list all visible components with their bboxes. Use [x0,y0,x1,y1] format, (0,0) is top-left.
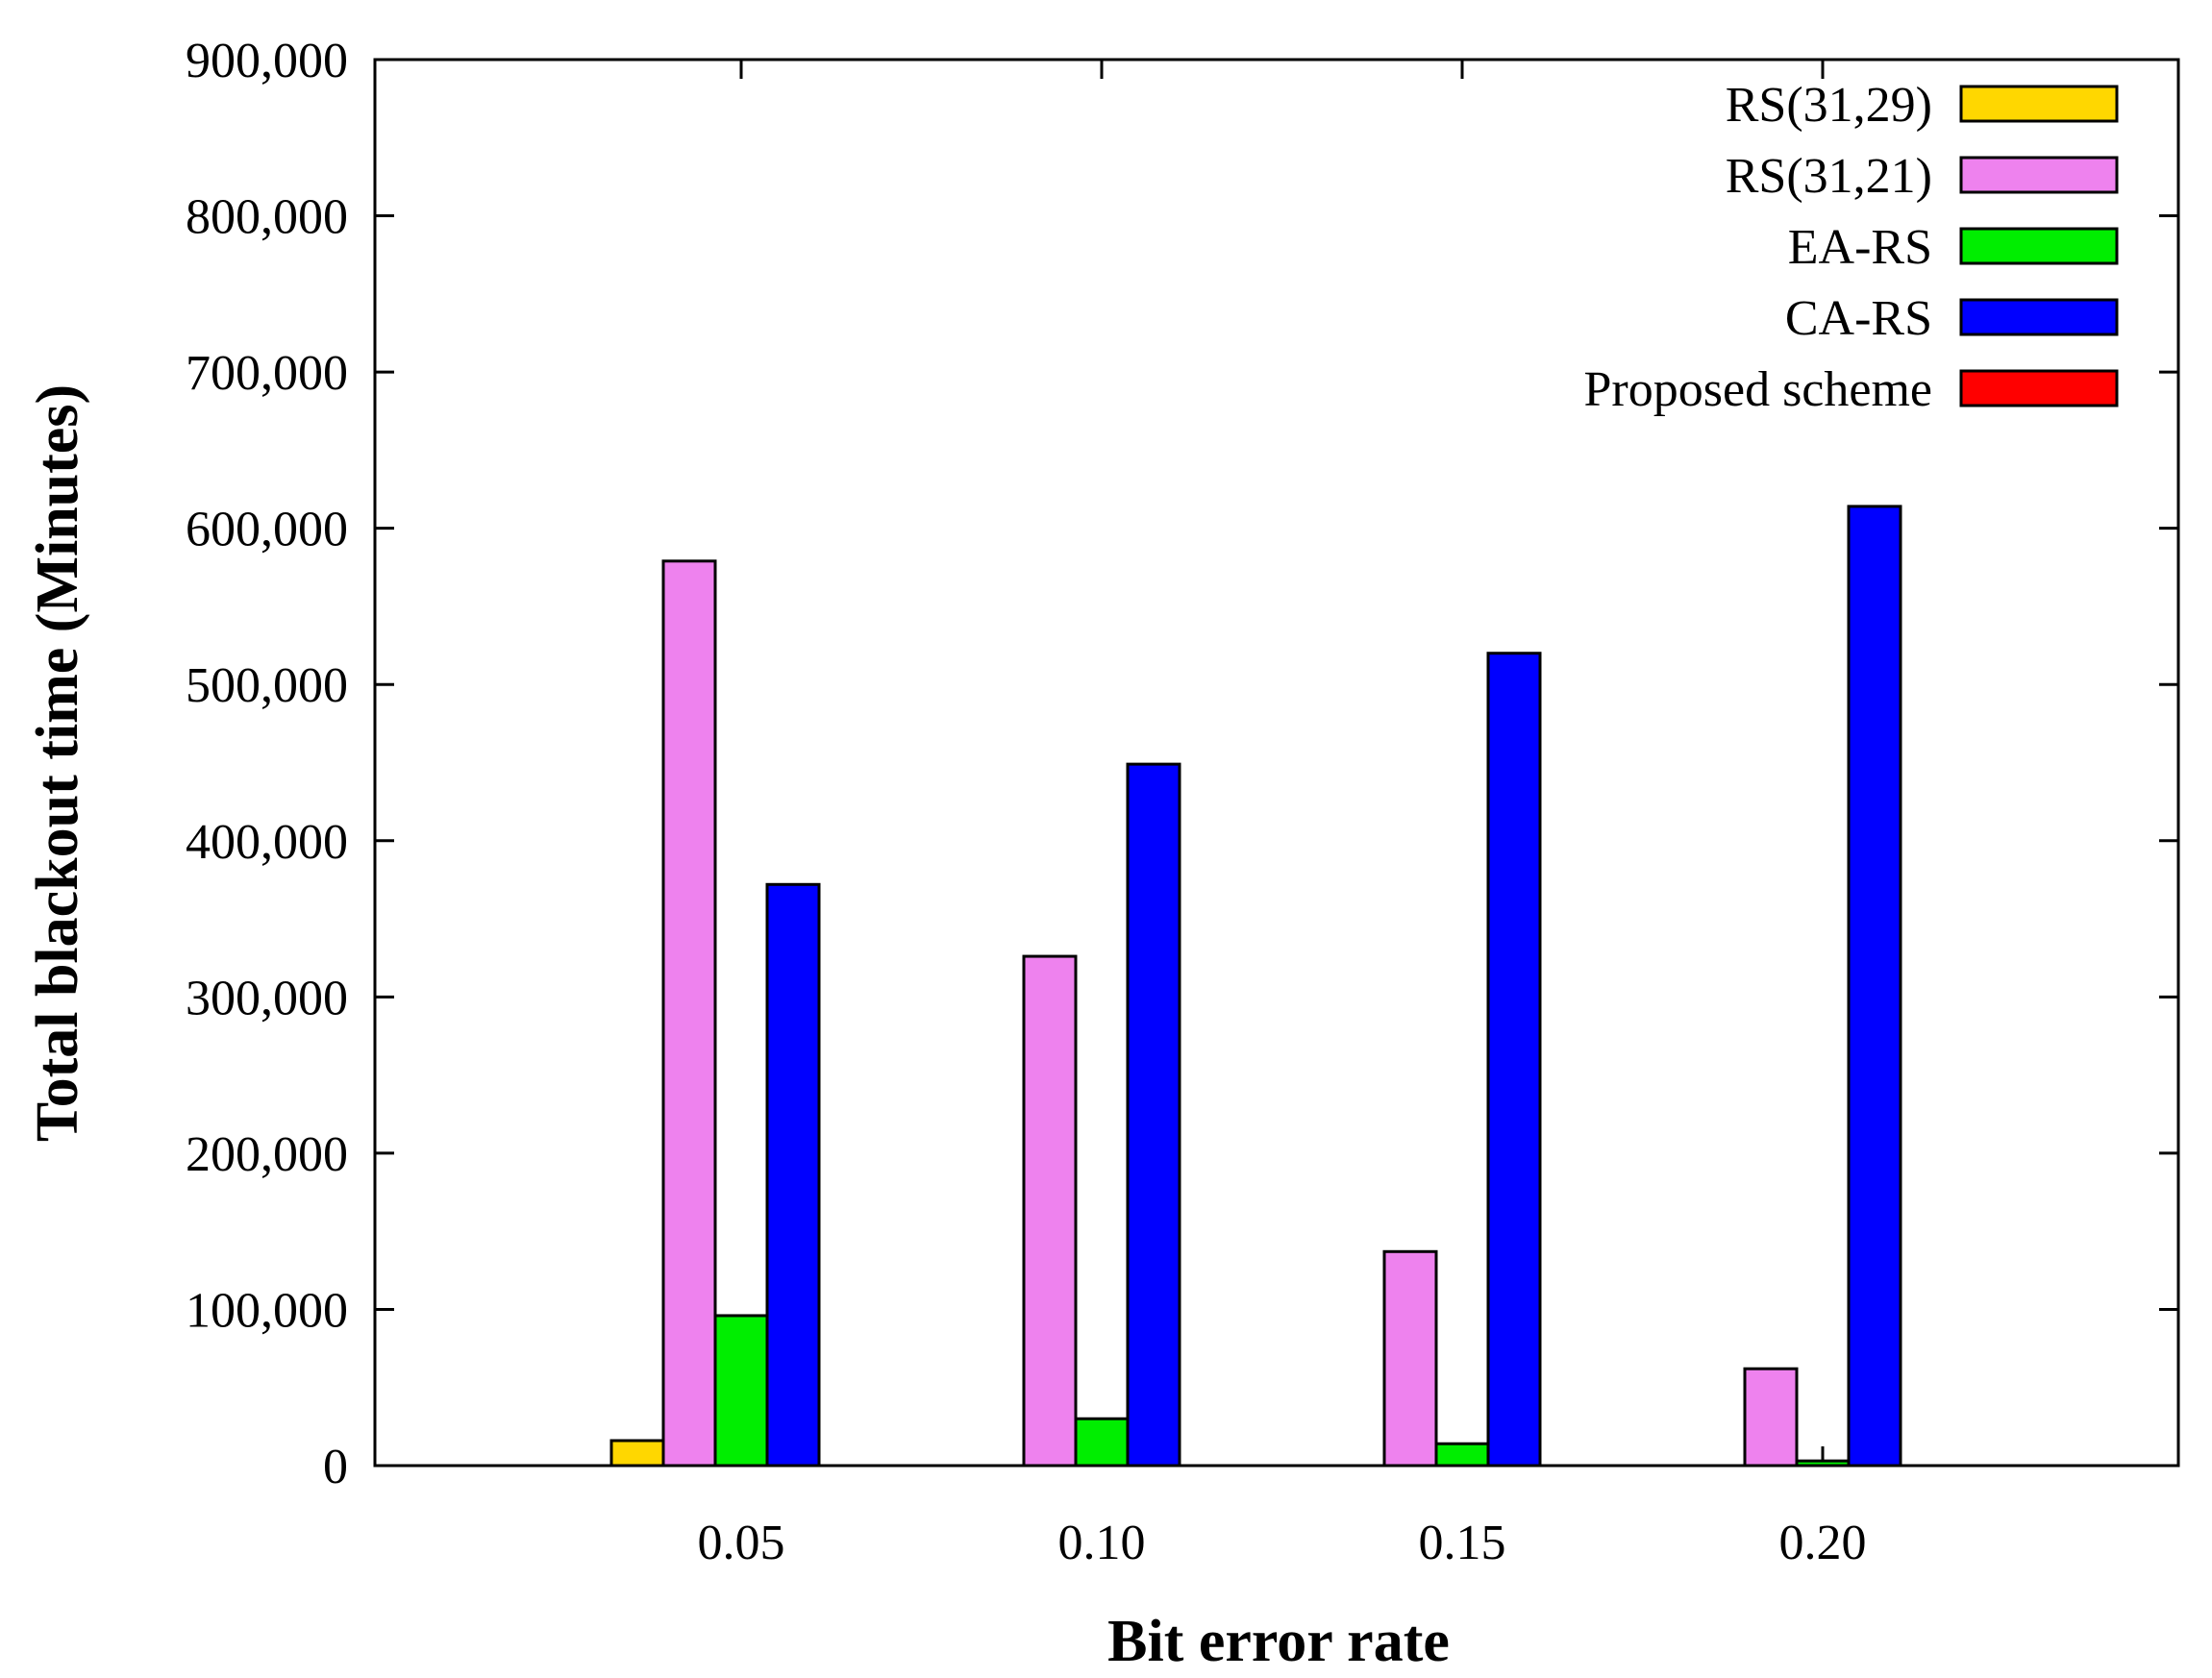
x-tick-label: 0.10 [1058,1516,1146,1570]
bar-ea-rs-0.15 [1434,1442,1490,1468]
bar-rs-31-29--0.05 [609,1439,665,1468]
y-tick-label: 800,000 [186,190,348,245]
y-tick-label: 500,000 [186,658,348,713]
y-tick-label: 300,000 [186,971,348,1025]
legend-swatch [1959,156,2119,194]
y-tick-label: 0 [323,1440,348,1494]
bar-rs-31-21--0.20 [1743,1367,1799,1468]
y-tick-label: 900,000 [186,34,348,88]
y-tick-label: 700,000 [186,346,348,401]
legend: RS(31,29) RS(31,21) EA-RS CA-RS Proposed sch… [1584,78,2119,417]
x-tick-label: 0.15 [1419,1516,1506,1570]
y-tick-label: 200,000 [186,1127,348,1182]
x-tick-label: 0.05 [698,1516,785,1570]
bar-ca-rs-0.15 [1486,652,1542,1468]
legend-swatch [1959,298,2119,336]
legend-swatch [1959,369,2119,407]
x-tick-labels: 0.05 0.10 0.15 0.20 [698,1516,1867,1570]
legend-label: EA-RS [1788,220,1932,275]
bar-ea-rs-0.10 [1074,1417,1130,1468]
x-axis-title: Bit error rate [1107,1609,1450,1674]
y-tick-label: 600,000 [186,503,348,557]
bar-rs-31-21--0.05 [661,559,717,1468]
y-tick-label: 400,000 [186,815,348,870]
bar-ca-rs-0.20 [1847,505,1902,1468]
legend-label: CA-RS [1785,291,1932,346]
y-tick-labels: 0 100,000 200,000 300,000 400,000 500,000 600,… [186,34,348,1494]
legend-swatch [1959,85,2119,123]
legend-swatch [1959,227,2119,265]
bar-ca-rs-0.05 [765,882,821,1468]
bar-ca-rs-0.10 [1126,762,1181,1468]
bar-rs-31-21--0.10 [1022,954,1078,1468]
bar-ea-rs-0.05 [713,1314,769,1468]
y-axis-title: Total blackout time (Minutes) [25,384,90,1142]
legend-label: Proposed scheme [1584,362,1932,417]
legend-label: RS(31,21) [1726,149,1932,204]
legend-label: RS(31,29) [1726,78,1932,133]
bar-rs-31-21--0.15 [1382,1249,1438,1468]
bars [609,505,1902,1468]
x-tick-label: 0.20 [1779,1516,1867,1570]
plot-frame [373,58,2180,1468]
y-tick-label: 100,000 [186,1283,348,1338]
